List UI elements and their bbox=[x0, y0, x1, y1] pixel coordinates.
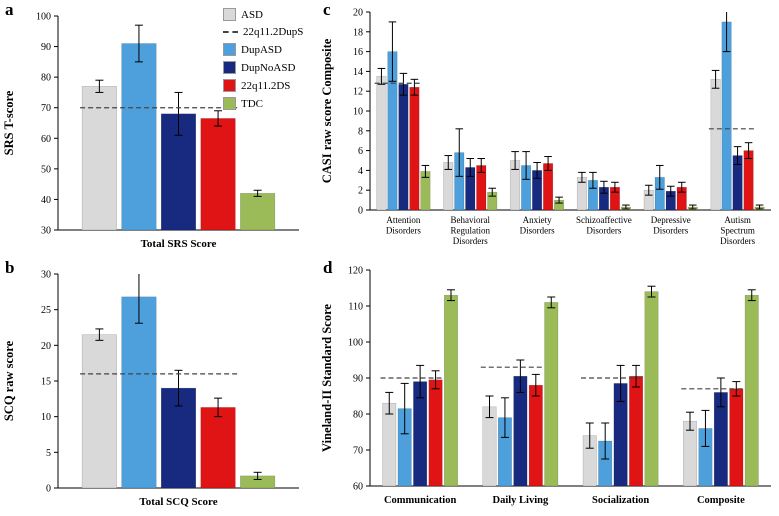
legend-item: DupNoASD bbox=[223, 61, 303, 74]
svg-text:80: 80 bbox=[41, 73, 51, 84]
svg-text:Vineland-II Standard Score: Vineland-II Standard Score bbox=[320, 304, 334, 452]
svg-text:8: 8 bbox=[358, 126, 363, 137]
svg-text:Disorders: Disorders bbox=[720, 236, 755, 246]
svg-text:20: 20 bbox=[41, 341, 51, 352]
panel-letter-c: c bbox=[323, 0, 331, 19]
svg-text:Schizoaffective: Schizoaffective bbox=[576, 215, 632, 225]
legend-item: ASD bbox=[223, 8, 303, 21]
svg-text:90: 90 bbox=[353, 374, 363, 385]
legend-item: DupASD bbox=[223, 43, 303, 56]
svg-text:CASI raw score Composite: CASI raw score Composite bbox=[320, 38, 334, 183]
dashed-line-icon bbox=[223, 31, 238, 33]
legend-swatch-icon bbox=[223, 8, 236, 21]
legend-label: 22q11.2DS bbox=[241, 79, 291, 92]
legend-swatch-icon bbox=[223, 61, 236, 74]
svg-text:70: 70 bbox=[41, 103, 51, 114]
panel-letter-a: a bbox=[5, 0, 14, 19]
svg-text:2: 2 bbox=[358, 186, 363, 197]
svg-text:15: 15 bbox=[41, 377, 51, 388]
legend-swatch-icon bbox=[223, 79, 236, 92]
srs-bar-chart: 30 40 50 60 70 80 90 100 Total SRS Score SRS T-sc… bbox=[2, 12, 299, 250]
svg-text:Spectrum: Spectrum bbox=[720, 226, 755, 236]
svg-text:20: 20 bbox=[353, 8, 363, 19]
svg-text:Depressive: Depressive bbox=[651, 215, 691, 225]
panel-casi: c 0 2 4 6 8 10 12 14 16 18 20 Attention Disorders Beh… bbox=[318, 0, 779, 258]
svg-text:50: 50 bbox=[41, 164, 51, 175]
svg-text:120: 120 bbox=[348, 266, 363, 277]
svg-text:Disorders: Disorders bbox=[386, 226, 421, 236]
svg-text:SRS T-score: SRS T-score bbox=[2, 90, 16, 155]
scq-bar-chart: 0 5 10 15 20 25 30 Total SCQ Score SCQ raw score bbox=[2, 270, 299, 508]
svg-text:Daily Living: Daily Living bbox=[493, 495, 549, 506]
svg-text:60: 60 bbox=[41, 134, 51, 145]
panel-letter-b: b bbox=[5, 258, 15, 277]
svg-text:Autism: Autism bbox=[724, 215, 751, 225]
legend-swatch-icon bbox=[223, 97, 236, 110]
svg-text:10: 10 bbox=[41, 412, 51, 423]
legend: ASD 22q11.2DupS DupASD DupNoASD 22q11.2DS TDC bbox=[223, 8, 303, 110]
svg-text:100: 100 bbox=[36, 12, 51, 23]
svg-text:Behavioral: Behavioral bbox=[451, 215, 491, 225]
svg-text:60: 60 bbox=[353, 482, 363, 493]
svg-text:Disorders: Disorders bbox=[453, 236, 488, 246]
svg-text:Disorders: Disorders bbox=[653, 226, 688, 236]
svg-text:18: 18 bbox=[353, 27, 363, 38]
casi-bar-chart: 02468101214161820AttentionDisordersBehav… bbox=[320, 8, 771, 246]
svg-text:Total SCQ Score: Total SCQ Score bbox=[139, 496, 217, 508]
vineland-bar-chart: 60 70 80 90 100 110 120 Communication Daily Livi… bbox=[320, 266, 771, 506]
svg-text:30: 30 bbox=[41, 270, 51, 281]
svg-text:Composite: Composite bbox=[697, 495, 745, 506]
legend-label: ASD bbox=[241, 8, 264, 21]
svg-text:6: 6 bbox=[358, 146, 363, 157]
svg-text:14: 14 bbox=[353, 67, 363, 78]
svg-text:100: 100 bbox=[348, 338, 363, 349]
svg-text:Disorders: Disorders bbox=[586, 226, 621, 236]
legend-item: 22q11.2DupS bbox=[223, 26, 303, 38]
svg-text:30: 30 bbox=[41, 226, 51, 237]
svg-text:Attention: Attention bbox=[386, 215, 420, 225]
legend-label: DupASD bbox=[241, 43, 282, 56]
svg-text:25: 25 bbox=[41, 305, 51, 316]
svg-text:0: 0 bbox=[46, 484, 51, 495]
svg-text:Disorders: Disorders bbox=[520, 226, 555, 236]
svg-text:80: 80 bbox=[353, 410, 363, 421]
svg-text:40: 40 bbox=[41, 195, 51, 206]
svg-text:Regulation: Regulation bbox=[451, 226, 491, 236]
svg-text:70: 70 bbox=[353, 446, 363, 457]
panel-vineland: d 60 70 80 90 100 110 120 Communication Daily Li… bbox=[318, 258, 779, 516]
svg-text:Anxiety: Anxiety bbox=[523, 215, 552, 225]
svg-text:12: 12 bbox=[353, 87, 363, 98]
panel-srs: a 30 40 50 60 70 80 90 100 Total SRS Score SRS T-… bbox=[0, 0, 315, 258]
legend-item: TDC bbox=[223, 97, 303, 110]
svg-text:5: 5 bbox=[46, 448, 51, 459]
legend-swatch-icon bbox=[223, 43, 236, 56]
panel-scq: b 0 5 10 15 20 25 30 Total SCQ Score SCQ raw sco… bbox=[0, 258, 315, 516]
svg-text:90: 90 bbox=[41, 42, 51, 53]
svg-text:Communication: Communication bbox=[384, 495, 456, 506]
legend-label: TDC bbox=[241, 97, 263, 110]
panel-letter-d: d bbox=[323, 258, 333, 277]
svg-text:10: 10 bbox=[353, 107, 363, 118]
legend-label: DupNoASD bbox=[241, 61, 296, 74]
svg-text:SCQ raw score: SCQ raw score bbox=[2, 340, 16, 421]
svg-text:16: 16 bbox=[353, 47, 363, 58]
svg-text:Socialization: Socialization bbox=[592, 495, 649, 506]
svg-text:110: 110 bbox=[348, 302, 363, 313]
svg-text:4: 4 bbox=[358, 166, 363, 177]
legend-label: 22q11.2DupS bbox=[243, 26, 304, 38]
svg-text:Total SRS Score: Total SRS Score bbox=[141, 238, 217, 250]
legend-item: 22q11.2DS bbox=[223, 79, 303, 92]
svg-text:0: 0 bbox=[358, 206, 363, 217]
